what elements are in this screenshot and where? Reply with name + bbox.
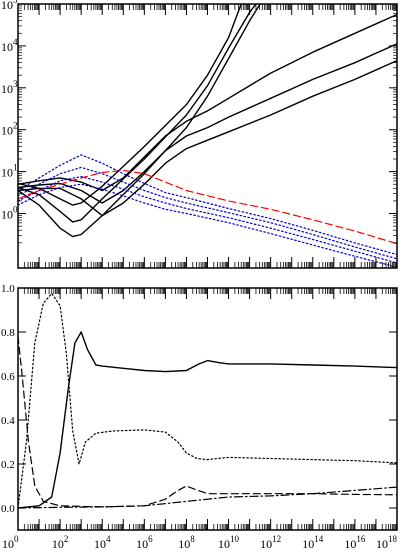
y-tick-label: 100 [1, 205, 18, 222]
series-line-3 [18, 335, 397, 508]
series-line-4 [18, 13, 397, 192]
series-line-10 [18, 176, 397, 264]
y-tick-label: 0.6 [1, 371, 15, 383]
y-tick-label: 103 [1, 79, 18, 96]
x-tick-label: 1014 [302, 534, 324, 551]
series-line-8 [18, 154, 397, 256]
y-ticks: 100 101 102 103 104 105 [1, 0, 397, 244]
y-tick-label: 1.0 [1, 283, 15, 295]
x-ticks [17, 288, 398, 530]
x-tick-label: 1012 [260, 534, 281, 551]
series-line-4 [18, 486, 397, 509]
plot-frame [17, 287, 398, 531]
y-ticks: 0.0 0.2 0.4 0.6 0.8 1.0 [1, 283, 397, 515]
x-tick-label: 102 [52, 534, 69, 551]
x-tick-label: 100 [2, 534, 19, 551]
series-line-3 [18, 4, 261, 238]
y-tick-label: 0.4 [1, 415, 15, 427]
series-line-9 [18, 166, 397, 260]
series-line-2 [18, 292, 397, 509]
y-tick-label: 0.8 [1, 327, 15, 339]
x-tick-label: 1010 [218, 534, 240, 551]
y-tick-label: 101 [1, 163, 18, 180]
y-tick-label: 0.2 [1, 459, 15, 471]
y-tick-label: 104 [1, 37, 18, 54]
y-tick-label: 105 [1, 0, 18, 12]
series-line-6 [18, 59, 397, 217]
series-line-5 [18, 43, 397, 204]
series-line-7 [18, 169, 397, 245]
y-tick-label: 102 [1, 121, 18, 138]
x-tick-label: 106 [136, 534, 153, 551]
top-panel: 100 101 102 103 104 105 [1, 0, 398, 269]
x-tick-labels: 100 102 104 106 108 1010 1012 1014 1016 1018 [2, 534, 398, 551]
series-line-1 [18, 4, 242, 206]
x-tick-label: 1016 [344, 534, 366, 551]
series-line-11 [18, 183, 397, 268]
series-group [18, 4, 397, 268]
x-tick-label: 104 [94, 534, 111, 551]
series-group [18, 292, 397, 509]
bottom-panel: 0.0 0.2 0.4 0.6 0.8 1.0 100 102 104 106 108 1010 101… [1, 283, 398, 551]
series-line-1 [18, 331, 397, 509]
y-tick-label: 0.0 [1, 503, 15, 515]
series-line-2 [18, 4, 257, 223]
x-tick-label: 1018 [376, 534, 398, 551]
plot-frame [17, 3, 398, 269]
x-ticks [17, 4, 398, 268]
x-tick-label: 108 [178, 534, 195, 551]
